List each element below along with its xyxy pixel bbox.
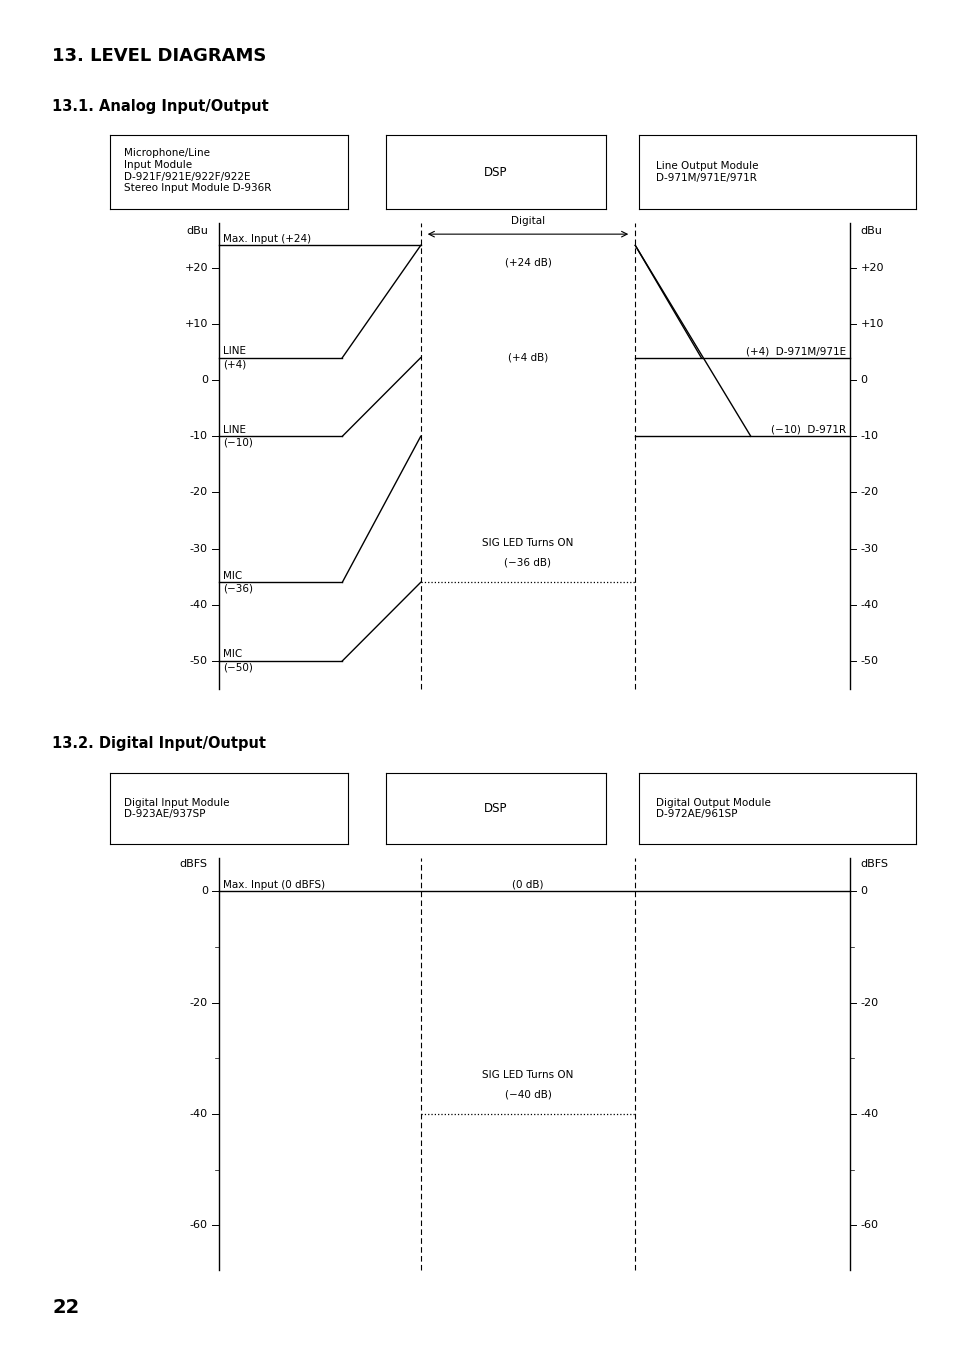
- Text: 22: 22: [52, 1298, 80, 1317]
- Text: (−40 dB): (−40 dB): [504, 1089, 551, 1100]
- Text: LINE: LINE: [222, 424, 246, 435]
- Text: 0: 0: [860, 376, 866, 385]
- Text: Digital: Digital: [511, 216, 544, 226]
- Text: MIC: MIC: [222, 650, 242, 659]
- Text: DSP: DSP: [484, 166, 507, 178]
- Text: Max. Input (+24): Max. Input (+24): [222, 234, 311, 243]
- Text: -20: -20: [860, 997, 878, 1008]
- Text: (−36): (−36): [222, 584, 253, 594]
- Text: -20: -20: [190, 997, 208, 1008]
- Text: -50: -50: [860, 657, 878, 666]
- Text: 13. LEVEL DIAGRAMS: 13. LEVEL DIAGRAMS: [52, 47, 267, 65]
- Text: (−36 dB): (−36 dB): [504, 558, 551, 567]
- Text: dBFS: dBFS: [860, 859, 887, 869]
- Text: -60: -60: [190, 1220, 208, 1231]
- Text: (+4)  D-971M/971E: (+4) D-971M/971E: [745, 346, 844, 357]
- Text: 13.1. Analog Input/Output: 13.1. Analog Input/Output: [52, 99, 269, 113]
- Text: dBu: dBu: [860, 226, 882, 235]
- Text: 13.2. Digital Input/Output: 13.2. Digital Input/Output: [52, 736, 266, 751]
- Text: Digital Output Module
D-972AE/961SP: Digital Output Module D-972AE/961SP: [655, 798, 770, 819]
- Text: -10: -10: [860, 431, 878, 442]
- Text: SIG LED Turns ON: SIG LED Turns ON: [482, 1070, 573, 1079]
- Text: +10: +10: [860, 319, 883, 330]
- Text: (−10)  D-971R: (−10) D-971R: [770, 424, 844, 435]
- Text: LINE: LINE: [222, 346, 246, 357]
- Text: dBFS: dBFS: [179, 859, 208, 869]
- Text: SIG LED Turns ON: SIG LED Turns ON: [482, 538, 573, 549]
- Text: +20: +20: [184, 263, 208, 273]
- Text: MIC: MIC: [222, 570, 242, 581]
- Text: +10: +10: [184, 319, 208, 330]
- Text: 0: 0: [200, 376, 208, 385]
- Text: -40: -40: [190, 1109, 208, 1119]
- Text: (−50): (−50): [222, 662, 253, 673]
- Text: -40: -40: [860, 600, 878, 609]
- Text: -30: -30: [190, 543, 208, 554]
- Text: -20: -20: [190, 488, 208, 497]
- Text: -40: -40: [190, 600, 208, 609]
- Text: -10: -10: [190, 431, 208, 442]
- Text: Microphone/Line
Input Module
D-921F/921E/922F/922E
Stereo Input Module D-936R: Microphone/Line Input Module D-921F/921E…: [124, 149, 271, 193]
- Text: Digital Input Module
D-923AE/937SP: Digital Input Module D-923AE/937SP: [124, 798, 230, 819]
- Text: DSP: DSP: [484, 802, 507, 815]
- Text: (+4): (+4): [222, 359, 246, 369]
- Text: -60: -60: [860, 1220, 878, 1231]
- Text: -20: -20: [860, 488, 878, 497]
- Text: +20: +20: [860, 263, 883, 273]
- Text: dBu: dBu: [186, 226, 208, 235]
- Text: (+4 dB): (+4 dB): [507, 353, 548, 362]
- Text: 0: 0: [200, 886, 208, 896]
- Text: Line Output Module
D-971M/971E/971R: Line Output Module D-971M/971E/971R: [655, 162, 758, 182]
- Text: Max. Input (0 dBFS): Max. Input (0 dBFS): [222, 880, 324, 889]
- Text: -40: -40: [860, 1109, 878, 1119]
- Text: -30: -30: [860, 543, 878, 554]
- Text: (0 dB): (0 dB): [512, 880, 543, 889]
- Text: (−10): (−10): [222, 438, 253, 449]
- Text: -50: -50: [190, 657, 208, 666]
- Text: (+24 dB): (+24 dB): [504, 257, 551, 267]
- Text: 0: 0: [860, 886, 866, 896]
